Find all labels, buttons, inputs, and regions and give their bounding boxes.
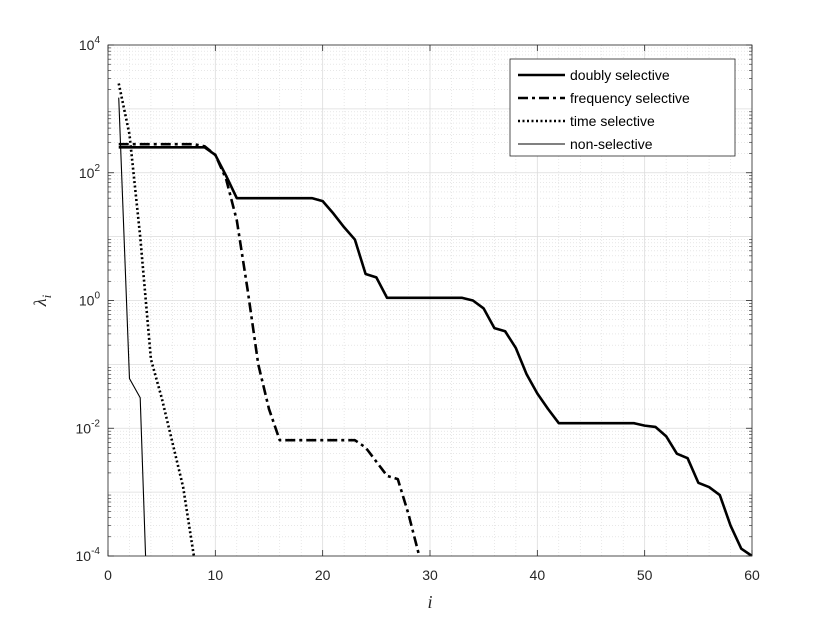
y-axis-label-subscript: i	[39, 294, 54, 298]
y-tick-label-base: 10	[79, 165, 95, 181]
legend-label: frequency selective	[570, 90, 690, 106]
y-tick-label-exponent: 0	[94, 291, 100, 302]
x-tick-label: 0	[104, 567, 112, 583]
x-tick-label: 40	[530, 567, 546, 583]
legend-label: time selective	[570, 113, 655, 129]
y-tick-label-base: 10	[76, 548, 92, 564]
legend-box	[509, 58, 736, 157]
legend: doubly selective frequency selective time …	[509, 58, 736, 157]
x-tick-label: 10	[208, 567, 224, 583]
x-tick-label: 50	[637, 567, 653, 583]
series-line-frequency-selective	[118, 142, 421, 556]
series-line-non-selective	[118, 97, 147, 556]
y-tick-label: 104	[79, 35, 101, 53]
y-tick-label-base: 10	[79, 293, 95, 309]
series-line-time-selective	[117, 83, 196, 556]
x-axis-label: i	[427, 592, 432, 612]
y-axis-label-base: λ	[30, 298, 50, 307]
legend-label: non-selective	[570, 136, 653, 152]
y-tick-label-exponent: 2	[94, 163, 100, 174]
y-tick-label-base: 10	[79, 37, 95, 53]
series-line-doubly-selective	[118, 146, 752, 556]
y-tick-label: 10-4	[76, 546, 101, 564]
x-tick-label: 20	[315, 567, 331, 583]
y-tick-label-exponent: -4	[91, 546, 100, 557]
series-layer	[117, 83, 752, 556]
y-tick-label: 10-2	[76, 418, 101, 436]
y-axis-label: λi	[30, 294, 54, 307]
y-tick-label-base: 10	[76, 420, 92, 436]
legend-label: doubly selective	[570, 67, 670, 83]
y-tick-label-exponent: 4	[94, 35, 100, 46]
x-axis-ticks: 0 10 20 30 40 50 60	[104, 45, 760, 583]
y-tick-label-exponent: -2	[91, 418, 100, 429]
x-tick-label: 60	[744, 567, 760, 583]
y-tick-label: 100	[79, 291, 101, 309]
x-tick-label: 30	[422, 567, 438, 583]
y-tick-label: 102	[79, 163, 101, 181]
